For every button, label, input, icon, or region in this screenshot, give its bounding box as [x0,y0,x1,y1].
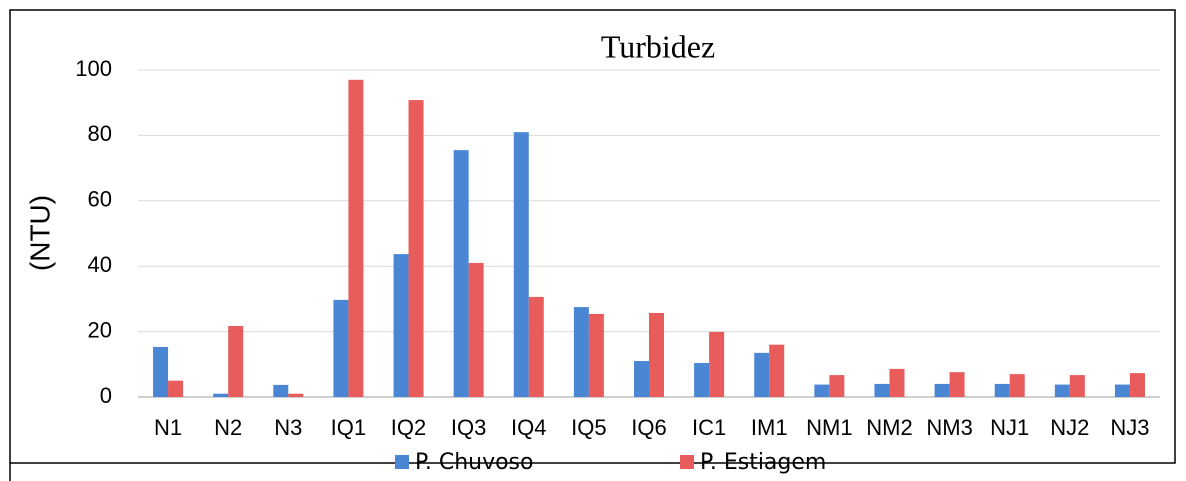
y-tick-label: 100 [75,56,112,81]
x-tick-label: IQ5 [571,415,606,440]
bar [1054,384,1070,397]
x-tick-label: IQ3 [451,415,486,440]
bar [213,393,229,397]
y-tick-label: 80 [88,121,112,146]
bar [468,262,484,397]
bar [829,375,845,397]
bar [889,368,905,397]
x-tick-label: IC1 [692,415,726,440]
bar [874,383,890,397]
bar [994,383,1010,397]
bar [348,79,364,397]
x-tick-label: IQ4 [511,415,546,440]
x-tick-label: N3 [274,415,302,440]
bar [694,362,710,397]
bar [1069,375,1085,397]
x-tick-label: NM1 [806,415,852,440]
x-tick-label: NJ3 [1110,415,1149,440]
bar [528,296,544,397]
bar [153,346,169,397]
y-tick-label: 60 [88,187,112,212]
bar [453,150,469,397]
bar [634,361,649,397]
x-tick-label: IQ2 [391,415,426,440]
bar [1009,374,1025,397]
x-tick-label: N2 [214,415,242,440]
bar [588,313,604,397]
bar [168,380,184,397]
x-tick-label: N1 [154,415,182,440]
bar [754,352,770,397]
legend-label: P. Chuvoso [415,450,533,475]
bar [769,344,785,397]
bar [273,384,289,397]
bar [949,372,965,397]
bar [333,299,349,397]
legend-label: P. Estiagem [700,450,826,475]
x-tick-label: NJ2 [1050,415,1089,440]
bar [934,383,950,397]
legend-swatch [680,455,694,469]
bar [408,100,424,398]
bar [1114,384,1130,397]
x-tick-label: NM2 [866,415,912,440]
bar [573,307,589,397]
chart-title: Turbidez [601,28,715,64]
bar [814,384,830,397]
x-tick-label: NJ1 [990,415,1029,440]
x-tick-label: IQ6 [631,415,666,440]
bar [288,393,304,397]
y-axis-label: (NTU) [24,195,55,271]
bar [1129,373,1145,397]
frame [9,9,1176,464]
bar [709,331,725,397]
x-tick-label: IM1 [751,415,788,440]
legend-swatch [395,455,409,469]
bar [393,254,409,397]
x-tick-label: IQ1 [331,415,366,440]
bar [228,326,244,397]
bar [513,132,529,397]
y-tick-label: 0 [100,383,112,408]
y-tick-label: 20 [88,317,112,342]
x-tick-label: NM3 [926,415,972,440]
bar [649,312,664,397]
y-tick-label: 40 [88,252,112,277]
